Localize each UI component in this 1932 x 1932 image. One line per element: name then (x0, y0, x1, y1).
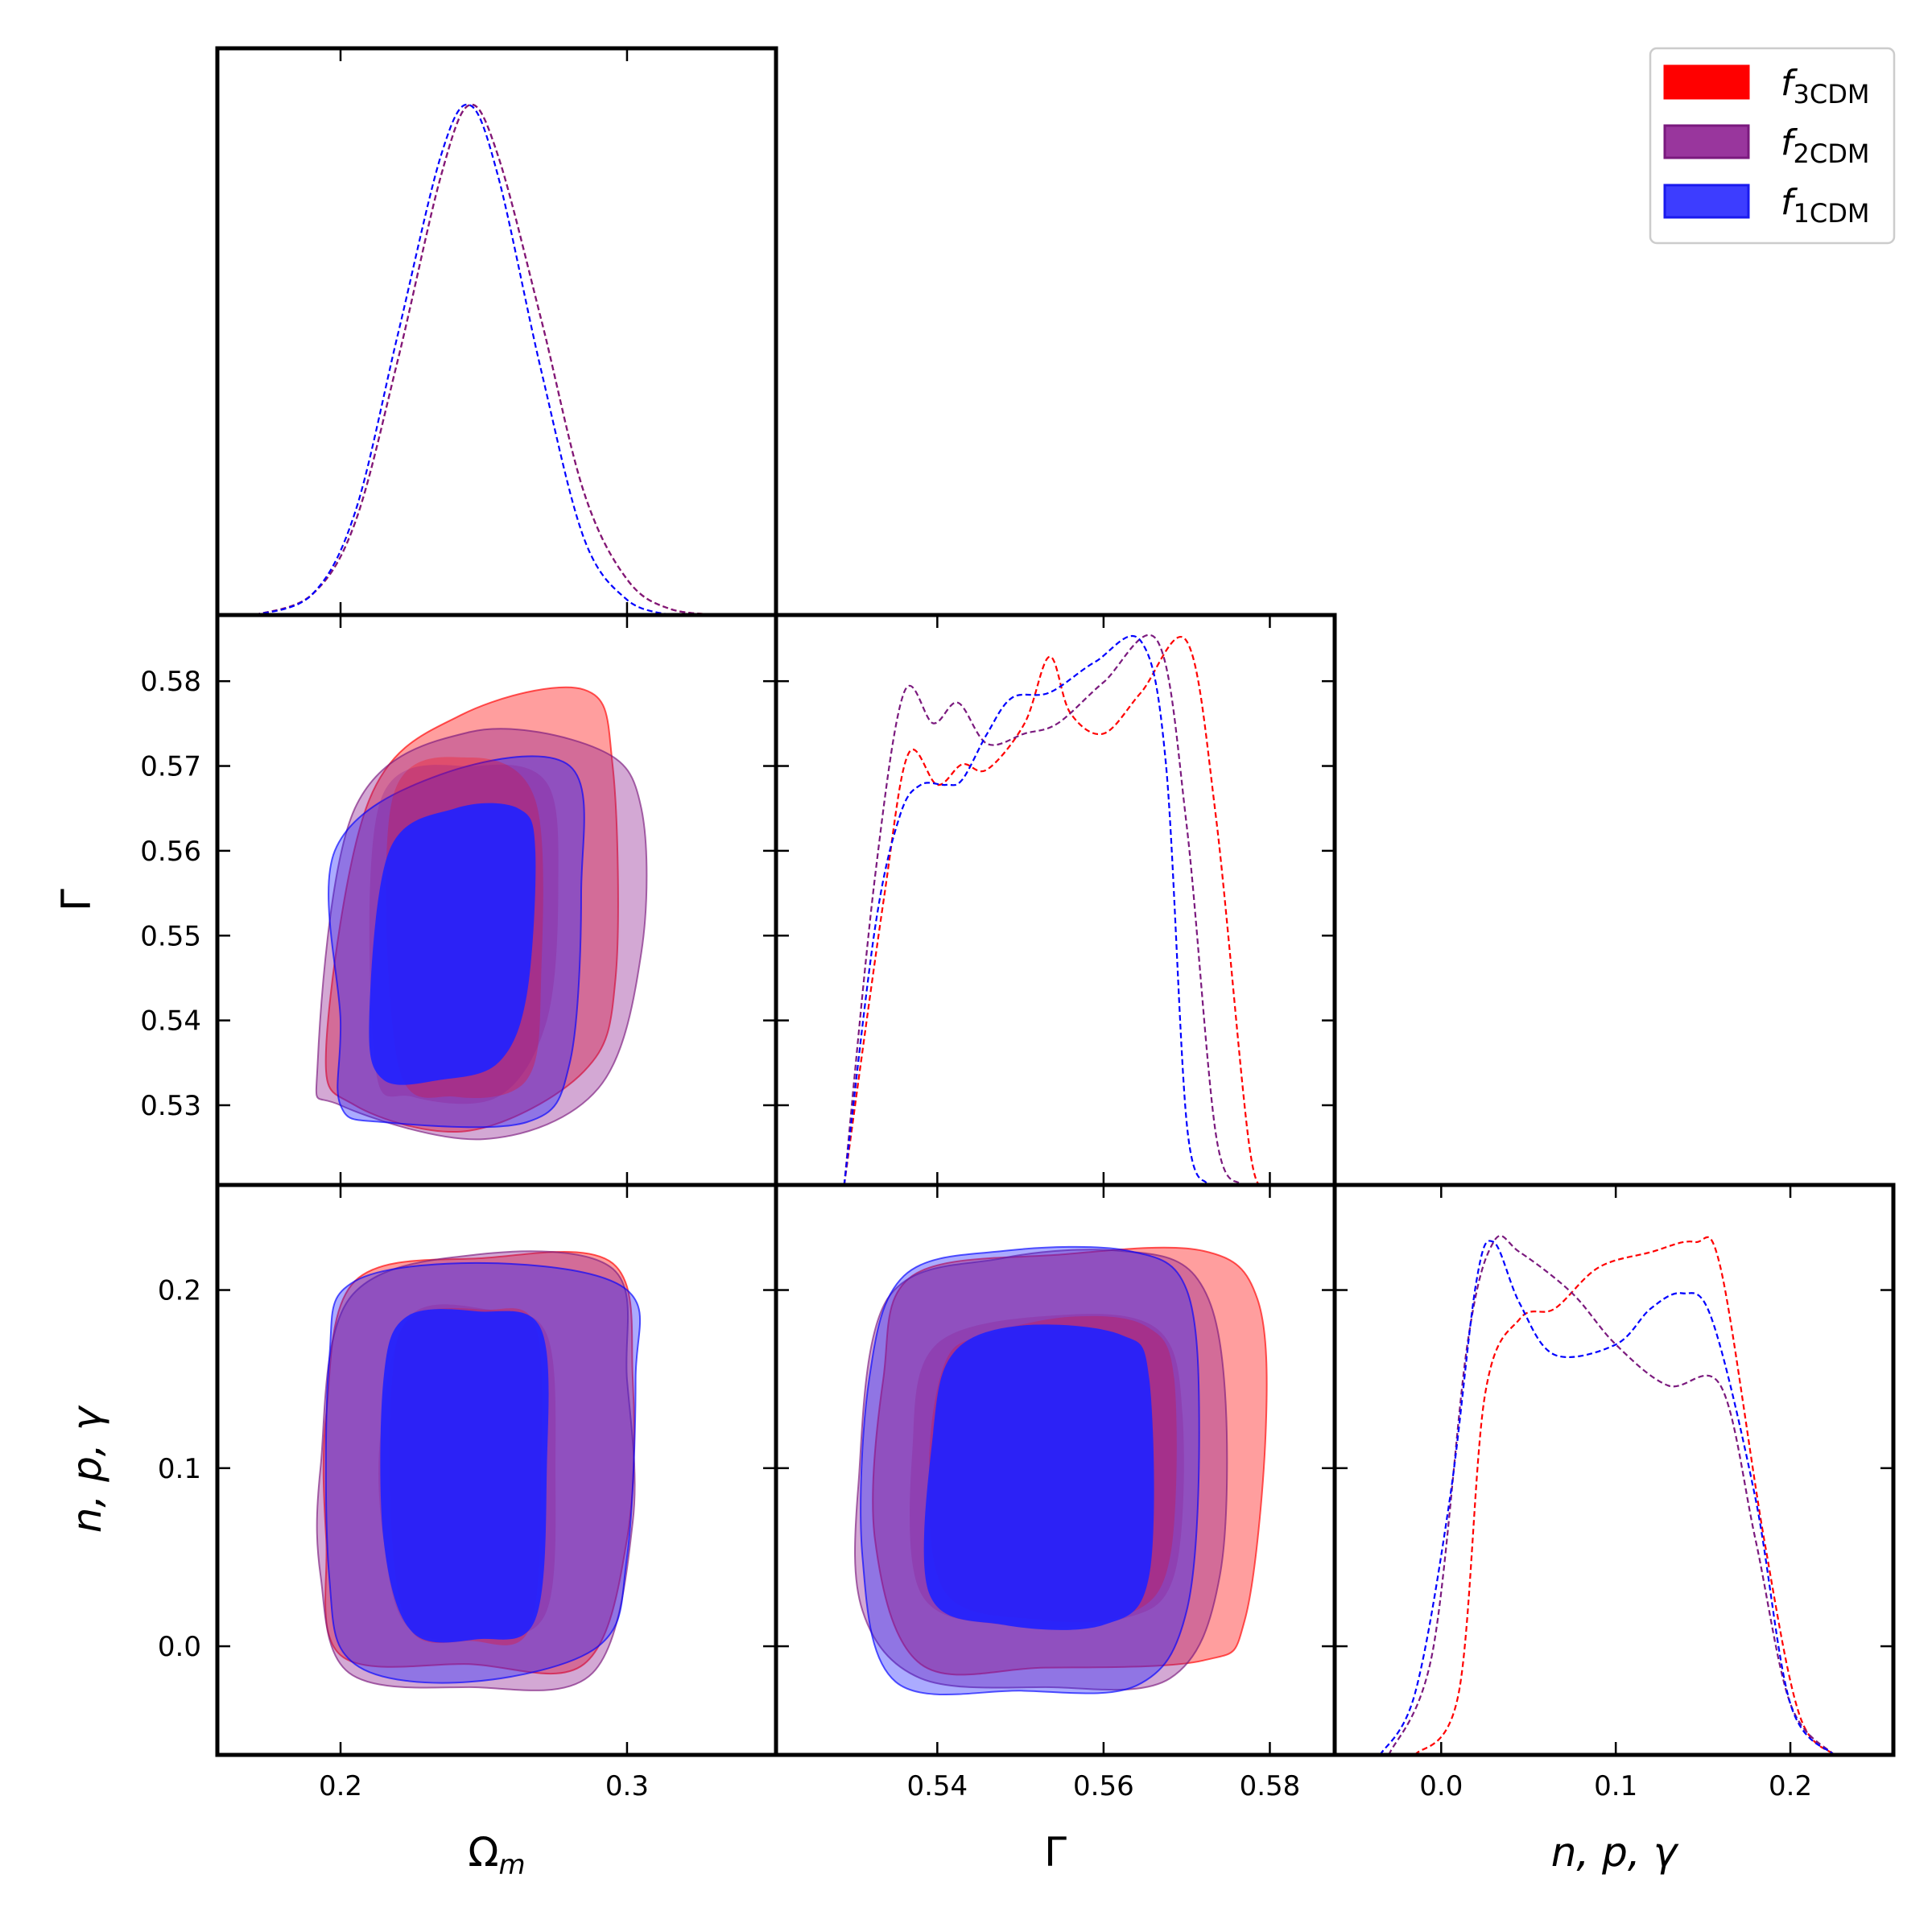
legend-label-sub: 3CDM (1794, 79, 1870, 109)
panel-pdf-gamma (843, 634, 1267, 1185)
x-axis-label-npg: n, p, γ (1551, 1829, 1679, 1876)
x-axis-label-om: Ωm (468, 1829, 525, 1881)
y-axis-label-gamma-main: Γ (53, 889, 100, 911)
legend-label-sub: 2CDM (1794, 138, 1870, 169)
y-tick-label: 0.1 (158, 1453, 201, 1485)
pdf-curve-f1cdm (843, 634, 1209, 1185)
y-tick-label: 0.56 (140, 836, 201, 868)
y-axis-label-npg-main: n, p, γ (64, 1405, 110, 1533)
x-tick-label: 0.3 (605, 1770, 649, 1802)
panel-frames (215, 46, 1896, 1757)
panel-frame-2-2 (1332, 1183, 1896, 1757)
x-tick-label: 0.0 (1419, 1770, 1463, 1802)
y-tick-label: 0.58 (140, 666, 201, 698)
x-tick-label: 0.1 (1594, 1770, 1637, 1802)
pdf-curve-f2cdm (1388, 1235, 1835, 1755)
y-tick-label: 0.2 (158, 1275, 201, 1307)
panel-pdf-npg (1379, 1235, 1835, 1755)
panel-gamma-npg-contours (854, 1245, 1268, 1696)
pdf-curve-f2cdm (843, 634, 1242, 1185)
pdf-curve-f1cdm (254, 103, 671, 615)
panel-om-npg-contours (316, 1250, 642, 1691)
x-axis-label-npg-main: n, p, γ (1551, 1829, 1679, 1876)
x-tick-label: 0.58 (1240, 1770, 1301, 1802)
panel-om-gamma-contours (315, 686, 648, 1141)
panel-pdf-om (254, 103, 728, 615)
pdf-curve-f3cdm (254, 103, 728, 615)
legend-swatch-1cdm (1663, 184, 1750, 219)
y-tick-label: 0.0 (158, 1631, 201, 1663)
x-axis-label-gamma-main: Γ (1044, 1829, 1067, 1876)
y-tick-label: 0.53 (140, 1090, 201, 1122)
pdf-curve-f2cdm (254, 103, 728, 615)
x-axis-label-om-main: Ω (468, 1829, 498, 1876)
legend-swatch-2cdm (1663, 124, 1750, 159)
y-axis-label-npg: n, p, γ (64, 1405, 110, 1533)
x-tick-label: 0.54 (906, 1770, 968, 1802)
contour-fills (315, 686, 1268, 1696)
y-axis-label-gamma: Γ (53, 889, 100, 911)
pdf-curve-f3cdm (843, 636, 1267, 1185)
legend-label-sub: 1CDM (1794, 198, 1870, 229)
tick-marks (217, 48, 1893, 1755)
contour-68-f1cdm (380, 1309, 549, 1643)
pdf-curve-f3cdm (1414, 1236, 1835, 1755)
pdf-curves (254, 103, 1835, 1755)
x-tick-label: 0.2 (319, 1770, 362, 1802)
panel-frame-0-0 (215, 46, 778, 617)
contour-68-f1cdm (369, 803, 536, 1085)
y-tick-label: 0.55 (140, 920, 201, 952)
pdf-curve-f1cdm (1379, 1240, 1835, 1755)
x-axis-label-gamma: Γ (1044, 1829, 1067, 1876)
x-tick-label: 0.56 (1073, 1770, 1134, 1802)
legend-swatch-3cdm (1663, 64, 1750, 100)
y-tick-label: 0.54 (140, 1005, 201, 1038)
x-axis-label-om-sub: m (499, 1849, 526, 1881)
x-tick-label: 0.2 (1769, 1770, 1812, 1802)
contour-68-f1cdm (923, 1324, 1154, 1630)
tick-labels: 0.2 0.3 0.54 0.56 0.58 0.0 0.1 0.2 0.53 0.54 0.55 0… (53, 666, 1812, 1881)
panel-frame-1-1 (774, 613, 1337, 1187)
y-tick-label: 0.57 (140, 751, 201, 783)
